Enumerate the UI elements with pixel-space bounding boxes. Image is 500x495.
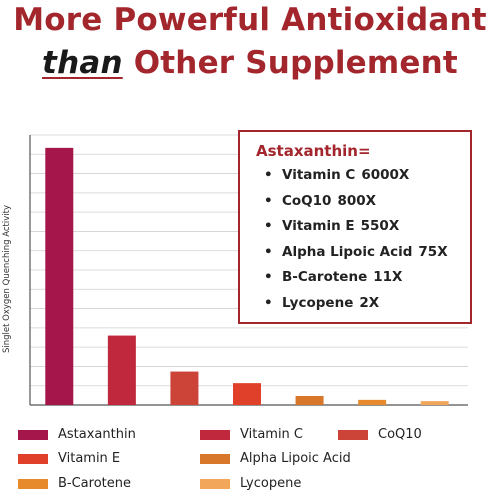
- bar-vitamin-c: [107, 335, 136, 405]
- callout-item-name: CoQ10: [282, 192, 332, 209]
- headline-line-2: than Other Supplement: [0, 45, 500, 81]
- callout-item-name: Lycopene: [282, 294, 354, 311]
- bar-b-carotene: [358, 399, 387, 405]
- callout-item-name: Vitamin C: [282, 167, 356, 183]
- legend-label: Alpha Lipoic Acid: [240, 451, 351, 466]
- legend-swatch: [338, 429, 368, 440]
- legend-swatch: [18, 478, 48, 489]
- bar-lycopene: [420, 401, 449, 405]
- comparison-callout: Astaxanthin= • Vitamin C 6000X • CoQ10 800X • V…: [238, 130, 472, 324]
- chart-legend: Astaxanthin Vitamin C CoQ10 Vitamin E Alpha …: [0, 420, 500, 495]
- legend-item: Lycopene: [200, 476, 301, 491]
- callout-item: • Lycopene 2X: [256, 295, 470, 321]
- headline-emphasis: than: [42, 45, 123, 81]
- callout-item-name: Alpha Lipoic Acid: [282, 243, 413, 260]
- callout-item-value: 550X: [360, 218, 400, 234]
- legend-item: Vitamin C: [200, 427, 303, 442]
- callout-item-value: 2X: [359, 294, 380, 311]
- bar-vitamin-e: [233, 383, 261, 405]
- bullet-icon: •: [264, 167, 273, 183]
- callout-item-name: Vitamin E: [282, 218, 355, 234]
- headline-rest: Other Supplement: [133, 45, 458, 81]
- callout-item: • CoQ10 800X: [256, 193, 470, 219]
- callout-item-value: 6000X: [361, 167, 410, 183]
- callout-item-name: B-Carotene: [282, 269, 368, 285]
- legend-swatch: [200, 478, 230, 489]
- callout-item: • Vitamin E 550X: [256, 218, 470, 244]
- bullet-icon: •: [264, 243, 273, 260]
- bullet-icon: •: [264, 294, 273, 311]
- callout-item-value: 11X: [373, 269, 403, 285]
- callout-item: • Vitamin C 6000X: [256, 167, 470, 193]
- callout-item-value: 800X: [337, 192, 377, 209]
- headline-line-1: More Powerful Antioxidant: [13, 2, 487, 38]
- bullet-icon: •: [264, 269, 273, 285]
- legend-item: Alpha Lipoic Acid: [200, 451, 351, 466]
- callout-title: Astaxanthin=: [256, 142, 371, 160]
- legend-label: Vitamin C: [240, 427, 304, 442]
- bar-coq10: [170, 371, 199, 405]
- bullet-icon: •: [264, 218, 273, 234]
- callout-list: • Vitamin C 6000X • CoQ10 800X • Vitamin E 550X •…: [256, 167, 470, 320]
- bar-alpha-lipoic-acid: [295, 396, 324, 405]
- callout-item: • Alpha Lipoic Acid 75X: [256, 244, 470, 270]
- legend-swatch: [200, 429, 230, 440]
- legend-label: Astaxanthin: [58, 427, 136, 442]
- legend-label: Lycopene: [240, 476, 302, 491]
- legend-label: B-Carotene: [58, 476, 131, 491]
- legend-label: Vitamin E: [58, 451, 121, 466]
- legend-item: Astaxanthin: [18, 427, 136, 442]
- bullet-icon: •: [264, 192, 273, 209]
- legend-item: Vitamin E: [18, 451, 120, 466]
- legend-label: CoQ10: [378, 427, 422, 442]
- legend-swatch: [18, 453, 48, 464]
- bar-astaxanthin: [45, 147, 74, 405]
- legend-swatch: [200, 453, 230, 464]
- callout-item-value: 75X: [418, 243, 448, 260]
- y-axis-label: Singlet Oxygen Quenching Activity: [2, 204, 12, 354]
- legend-swatch: [18, 429, 48, 440]
- legend-item: B-Carotene: [18, 476, 131, 491]
- legend-item: CoQ10: [338, 427, 422, 442]
- callout-item: • B-Carotene 11X: [256, 269, 470, 295]
